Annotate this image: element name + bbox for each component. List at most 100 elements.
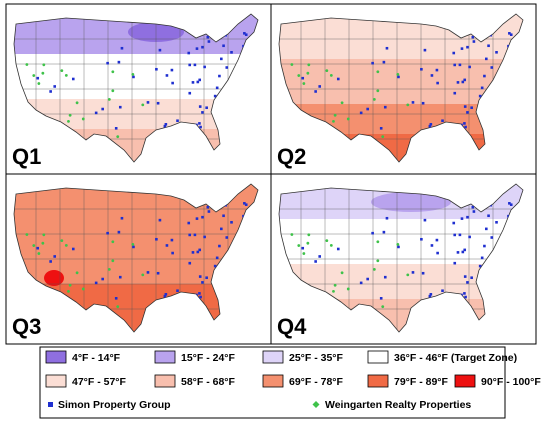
- store-marker: [32, 244, 36, 247]
- store-marker: [198, 275, 202, 278]
- store-marker: [37, 82, 41, 85]
- store-marker: [507, 44, 510, 48]
- store-marker: [383, 105, 387, 109]
- store-marker: [466, 45, 469, 49]
- store-marker: [428, 124, 432, 128]
- us-outline: [278, 13, 524, 163]
- store-marker: [435, 68, 439, 72]
- store-marker: [468, 235, 471, 239]
- store-marker: [452, 221, 456, 225]
- store-marker: [453, 63, 457, 67]
- store-marker: [116, 135, 120, 139]
- store-marker: [483, 244, 486, 248]
- store-marker: [332, 289, 335, 293]
- store-marker: [464, 125, 467, 129]
- store-marker: [118, 105, 122, 109]
- store-marker: [193, 63, 197, 67]
- store-marker: [244, 33, 248, 36]
- store-marker: [452, 51, 456, 55]
- store-marker: [213, 264, 217, 268]
- store-marker: [397, 75, 400, 79]
- store-marker: [472, 40, 476, 43]
- store-marker: [508, 202, 511, 205]
- store-marker: [196, 250, 200, 254]
- legend-marker: [312, 401, 320, 408]
- store-marker: [116, 305, 120, 309]
- store-marker: [163, 124, 167, 128]
- store-marker: [188, 91, 192, 95]
- store-marker: [25, 233, 29, 236]
- store-marker: [453, 261, 457, 265]
- store-marker: [379, 127, 383, 130]
- store-marker: [480, 86, 484, 90]
- store-marker: [114, 127, 118, 130]
- store-marker: [385, 46, 389, 50]
- store-marker: [155, 237, 158, 241]
- legend-label: 15°F - 24°F: [181, 352, 236, 364]
- store-marker: [333, 283, 337, 287]
- store-marker: [199, 125, 202, 129]
- store-marker: [485, 57, 488, 61]
- store-marker: [460, 217, 464, 220]
- store-marker: [42, 63, 46, 67]
- panel-label: Q3: [12, 314, 41, 339]
- legend-label: 69°F - 78°F: [289, 376, 344, 388]
- store-marker: [297, 74, 301, 77]
- store-marker: [198, 105, 202, 108]
- store-marker: [64, 73, 68, 77]
- store-marker: [205, 276, 208, 280]
- store-marker: [215, 256, 219, 260]
- store-marker: [111, 240, 115, 244]
- store-marker: [376, 259, 380, 263]
- store-marker: [307, 63, 311, 67]
- store-marker: [206, 205, 210, 209]
- store-marker: [382, 230, 386, 234]
- legend-swatch: [154, 350, 176, 364]
- legend-label: Simon Property Group: [58, 399, 171, 411]
- store-marker: [111, 70, 115, 74]
- store-marker: [201, 45, 204, 49]
- store-marker: [379, 297, 383, 300]
- store-marker: [201, 215, 204, 219]
- store-marker: [225, 66, 229, 69]
- store-marker: [176, 119, 179, 123]
- store-marker: [155, 67, 158, 71]
- store-marker: [435, 238, 439, 242]
- store-marker: [301, 246, 305, 250]
- store-marker: [146, 101, 150, 104]
- legend-label: 58°F - 68°F: [181, 376, 236, 388]
- store-marker: [290, 63, 294, 66]
- store-marker: [81, 117, 85, 121]
- store-marker: [495, 220, 498, 224]
- store-marker: [199, 295, 202, 299]
- store-marker: [371, 61, 374, 65]
- store-marker: [483, 74, 486, 78]
- store-marker: [456, 251, 460, 254]
- legend-label: 4°F - 14°F: [72, 352, 121, 364]
- store-marker: [376, 70, 380, 74]
- store-marker: [346, 287, 350, 291]
- store-marker: [372, 97, 376, 101]
- store-marker: [429, 123, 433, 126]
- store-marker: [111, 259, 115, 263]
- store-marker: [156, 101, 160, 105]
- us-outline: [13, 183, 259, 333]
- store-marker: [458, 233, 462, 237]
- store-marker: [191, 251, 195, 254]
- store-marker: [171, 81, 174, 85]
- store-marker: [68, 283, 72, 287]
- store-marker: [466, 281, 469, 284]
- store-marker: [36, 246, 40, 250]
- store-marker: [429, 293, 433, 296]
- store-marker: [244, 203, 248, 206]
- store-marker: [75, 101, 79, 105]
- store-marker: [463, 292, 466, 295]
- store-marker: [509, 33, 513, 36]
- store-marker: [366, 107, 369, 111]
- store-marker: [36, 76, 40, 80]
- store-marker: [382, 60, 386, 64]
- store-marker: [156, 271, 160, 275]
- store-marker: [41, 241, 45, 245]
- store-marker: [376, 240, 380, 244]
